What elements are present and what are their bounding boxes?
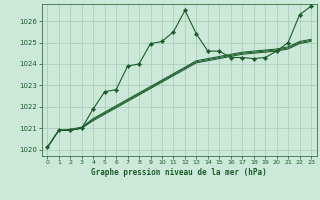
X-axis label: Graphe pression niveau de la mer (hPa): Graphe pression niveau de la mer (hPa)	[91, 168, 267, 177]
